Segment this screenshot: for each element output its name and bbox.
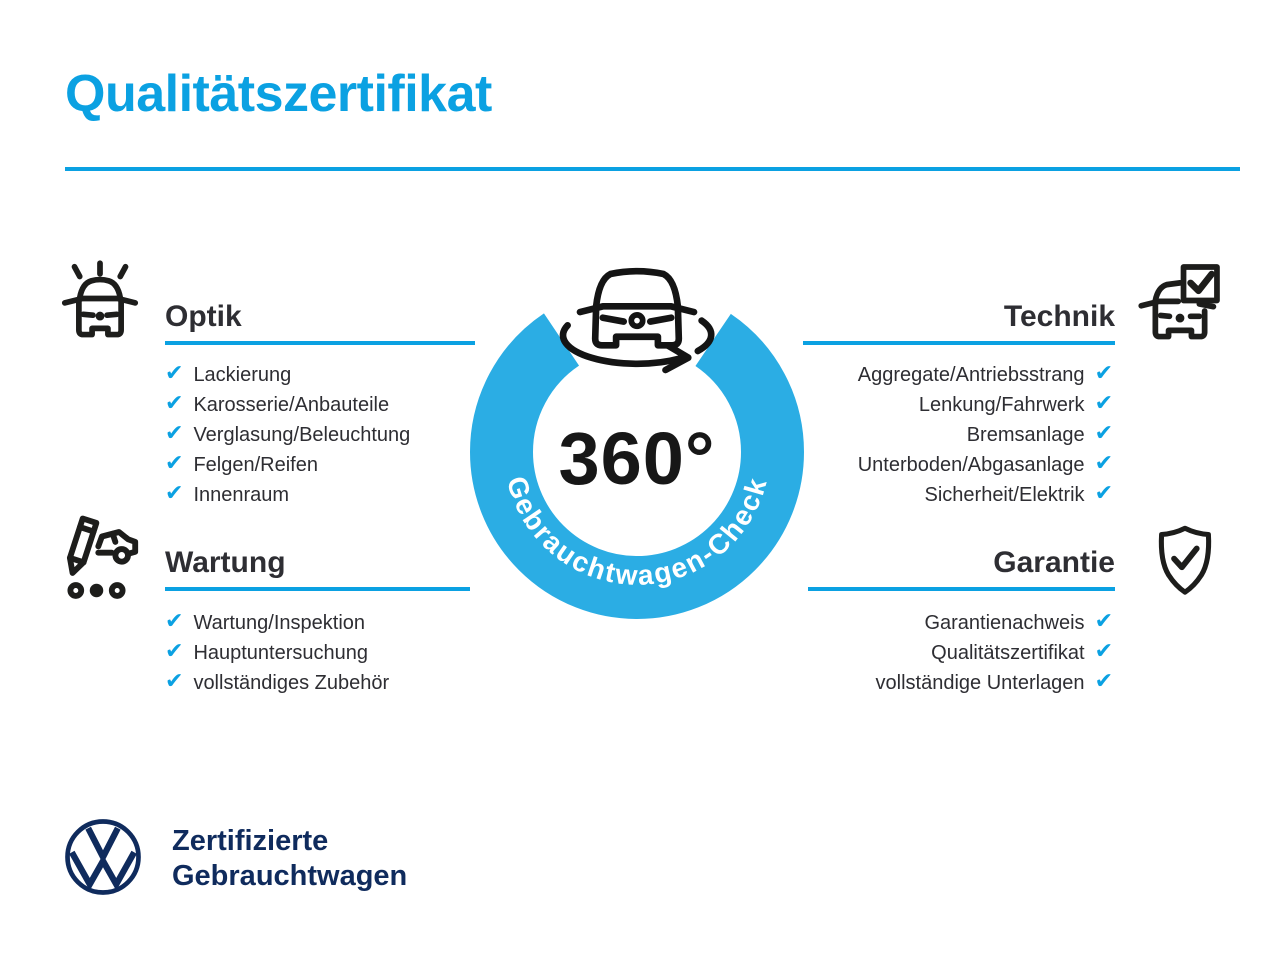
- title-divider: [65, 167, 1240, 171]
- list-item-label: Hauptuntersuchung: [193, 641, 369, 664]
- wartung-checklist: ✔ Wartung/Inspektion ✔ Hauptuntersuchung ✔…: [165, 608, 389, 698]
- list-item-label: vollständiges Zubehör: [193, 671, 390, 694]
- list-item-label: Qualitätszertifikat: [931, 641, 1085, 664]
- check-icon: ✔: [1094, 639, 1113, 664]
- check-icon: ✔: [1094, 609, 1113, 634]
- car-checkbox-icon: [1136, 260, 1224, 348]
- list-item-label: Aggregate/Antriebsstrang: [857, 363, 1085, 386]
- section-rule-technik: [803, 341, 1115, 345]
- list-item: Bremsanlage ✔: [858, 420, 1113, 450]
- pencil-car-checklist-icon: [56, 514, 146, 604]
- badge-ring: Gebrauchtwagen-Check: [470, 285, 804, 619]
- check-icon: ✔: [1094, 669, 1113, 694]
- car-360-rotation-icon: [542, 250, 732, 381]
- check-icon: ✔: [165, 481, 184, 506]
- section-rule-garantie: [808, 587, 1115, 591]
- list-item: ✔ Verglasung/Beleuchtung: [165, 420, 410, 450]
- footer-line-2: Gebrauchtwagen: [172, 860, 408, 892]
- check-icon: ✔: [165, 451, 184, 476]
- list-item: ✔ Wartung/Inspektion: [165, 608, 389, 638]
- footer-line-1: Zertifizierte: [172, 825, 329, 857]
- section-rule-wartung: [165, 587, 470, 591]
- list-item: ✔ Hauptuntersuchung: [165, 638, 389, 668]
- list-item: ✔ Lackierung: [165, 360, 410, 390]
- page-title: Qualitätszertifikat: [65, 65, 492, 123]
- list-item-label: Wartung/Inspektion: [193, 611, 366, 634]
- list-item-label: Sicherheit/Elektrik: [924, 483, 1085, 506]
- check-icon: ✔: [165, 421, 184, 446]
- check-icon: ✔: [165, 391, 184, 416]
- list-item-label: vollständige Unterlagen: [875, 671, 1085, 694]
- check-icon: ✔: [1094, 391, 1113, 416]
- badge-360-label: 360°: [558, 417, 716, 500]
- check-icon: ✔: [1094, 421, 1113, 446]
- list-item: ✔ Innenraum: [165, 480, 410, 510]
- list-item: ✔ Felgen/Reifen: [165, 450, 410, 480]
- list-item: Aggregate/Antriebsstrang ✔: [858, 360, 1113, 390]
- list-item: Qualitätszertifikat ✔: [876, 638, 1113, 668]
- section-title-optik: Optik: [165, 300, 242, 333]
- list-item-label: Garantienachweis: [924, 611, 1085, 634]
- list-item: Garantienachweis ✔: [876, 608, 1113, 638]
- sparkling-car-icon: [56, 258, 144, 346]
- check-icon: ✔: [165, 609, 184, 634]
- list-item-label: Karosserie/Anbauteile: [193, 393, 390, 416]
- list-item-label: Verglasung/Beleuchtung: [193, 423, 411, 446]
- list-item: ✔ vollständiges Zubehör: [165, 668, 389, 698]
- section-title-technik: Technik: [1003, 300, 1115, 333]
- list-item: ✔ Karosserie/Anbauteile: [165, 390, 410, 420]
- list-item-label: Lenkung/Fahrwerk: [918, 393, 1085, 416]
- list-item-label: Lackierung: [193, 363, 292, 386]
- list-item-label: Unterboden/Abgasanlage: [857, 453, 1085, 476]
- optik-checklist: ✔ Lackierung ✔ Karosserie/Anbauteile ✔ Verg…: [165, 360, 410, 510]
- check-icon: ✔: [1094, 361, 1113, 386]
- shield-check-icon: [1146, 520, 1224, 602]
- footer-brand-text: Zertifizierte Gebrauchtwagen: [172, 824, 407, 894]
- technik-checklist: Aggregate/Antriebsstrang ✔ Lenkung/Fahrwe…: [858, 360, 1113, 510]
- list-item: Unterboden/Abgasanlage ✔: [858, 450, 1113, 480]
- list-item: vollständige Unterlagen ✔: [876, 668, 1113, 698]
- section-title-wartung: Wartung: [165, 546, 286, 579]
- list-item-label: Innenraum: [193, 483, 290, 506]
- section-title-garantie: Garantie: [993, 546, 1115, 579]
- list-item-label: Felgen/Reifen: [193, 453, 318, 476]
- garantie-checklist: Garantienachweis ✔ Qualitätszertifikat ✔ v…: [876, 608, 1113, 698]
- check-icon: ✔: [165, 361, 184, 386]
- vw-logo: [64, 818, 142, 901]
- check-icon: ✔: [165, 669, 184, 694]
- section-rule-optik: [165, 341, 475, 345]
- check-icon: ✔: [165, 639, 184, 664]
- 360-check-badge: Gebrauchtwagen-Check 360°: [470, 285, 804, 619]
- list-item-label: Bremsanlage: [966, 423, 1085, 446]
- list-item: Lenkung/Fahrwerk ✔: [858, 390, 1113, 420]
- list-item: Sicherheit/Elektrik ✔: [858, 480, 1114, 510]
- check-icon: ✔: [1094, 481, 1113, 506]
- check-icon: ✔: [1094, 451, 1113, 476]
